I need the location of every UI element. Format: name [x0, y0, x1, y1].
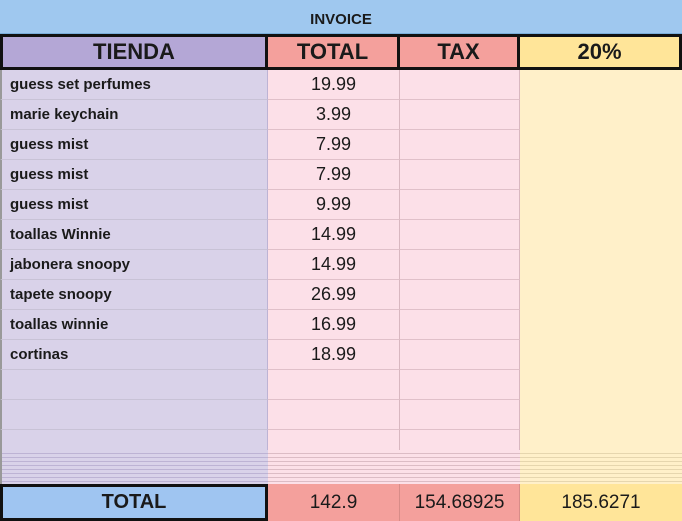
item-name-cell[interactable]: cortinas — [0, 340, 268, 370]
item-total-cell[interactable]: 18.99 — [268, 340, 400, 370]
item-percent-cell[interactable] — [520, 340, 682, 370]
item-percent-cell[interactable] — [520, 220, 682, 250]
hidden-rows-band — [0, 450, 682, 484]
item-tax-cell[interactable] — [400, 370, 520, 400]
item-total-cell[interactable]: 16.99 — [268, 310, 400, 340]
item-total-cell[interactable]: 9.99 — [268, 190, 400, 220]
table-row — [0, 370, 682, 400]
invoice-title-row: INVOICE — [0, 0, 682, 34]
item-total-cell[interactable]: 7.99 — [268, 130, 400, 160]
table-row: guess set perfumes 19.99 — [0, 70, 682, 100]
header-row: TIENDA TOTAL TAX 20% — [0, 34, 682, 70]
item-tax-cell[interactable] — [400, 400, 520, 430]
table-row: jabonera snoopy 14.99 — [0, 250, 682, 280]
item-tax-cell[interactable] — [400, 250, 520, 280]
table-row: guess mist 9.99 — [0, 190, 682, 220]
table-row: toallas Winnie 14.99 — [0, 220, 682, 250]
item-tax-cell[interactable] — [400, 100, 520, 130]
header-total[interactable]: TOTAL — [268, 34, 400, 70]
table-row: cortinas 18.99 — [0, 340, 682, 370]
table-row: marie keychain 3.99 — [0, 100, 682, 130]
item-percent-cell[interactable] — [520, 280, 682, 310]
hidden-rows-tax — [400, 450, 520, 484]
totals-row: TOTAL 142.9 154.68925 185.6271 — [0, 484, 682, 521]
item-total-cell[interactable]: 19.99 — [268, 70, 400, 100]
item-total-cell[interactable]: 26.99 — [268, 280, 400, 310]
table-row: tapete snoopy 26.99 — [0, 280, 682, 310]
item-tax-cell[interactable] — [400, 130, 520, 160]
header-store[interactable]: TIENDA — [0, 34, 268, 70]
table-row — [0, 400, 682, 430]
item-name-cell[interactable] — [0, 370, 268, 400]
hidden-rows-store — [0, 450, 268, 484]
item-tax-cell[interactable] — [400, 220, 520, 250]
item-percent-cell[interactable] — [520, 250, 682, 280]
item-name-cell[interactable]: guess mist — [0, 190, 268, 220]
table-row: guess mist 7.99 — [0, 160, 682, 190]
item-name-cell[interactable]: guess mist — [0, 160, 268, 190]
totals-total[interactable]: 142.9 — [268, 484, 400, 521]
item-percent-cell[interactable] — [520, 370, 682, 400]
hidden-rows-total — [268, 450, 400, 484]
item-tax-cell[interactable] — [400, 280, 520, 310]
item-name-cell[interactable]: jabonera snoopy — [0, 250, 268, 280]
item-percent-cell[interactable] — [520, 130, 682, 160]
item-tax-cell[interactable] — [400, 310, 520, 340]
item-total-cell[interactable] — [268, 400, 400, 430]
item-percent-cell[interactable] — [520, 310, 682, 340]
item-percent-cell[interactable] — [520, 190, 682, 220]
item-name-cell[interactable]: guess mist — [0, 130, 268, 160]
table-row: guess mist 7.99 — [0, 130, 682, 160]
item-percent-cell[interactable] — [520, 100, 682, 130]
invoice-title[interactable]: INVOICE — [310, 11, 372, 28]
item-name-cell[interactable]: marie keychain — [0, 100, 268, 130]
header-percent[interactable]: 20% — [520, 34, 682, 70]
totals-tax[interactable]: 154.68925 — [400, 484, 520, 521]
header-tax[interactable]: TAX — [400, 34, 520, 70]
item-total-cell[interactable]: 14.99 — [268, 250, 400, 280]
item-name-cell[interactable]: guess set perfumes — [0, 70, 268, 100]
item-tax-cell[interactable] — [400, 340, 520, 370]
hidden-rows-percent — [520, 450, 682, 484]
item-name-cell[interactable]: tapete snoopy — [0, 280, 268, 310]
item-name-cell[interactable]: toallas winnie — [0, 310, 268, 340]
item-total-cell[interactable] — [268, 370, 400, 400]
item-percent-cell[interactable] — [520, 70, 682, 100]
item-total-cell[interactable]: 3.99 — [268, 100, 400, 130]
item-name-cell[interactable]: toallas Winnie — [0, 220, 268, 250]
table-row: toallas winnie 16.99 — [0, 310, 682, 340]
item-total-cell[interactable]: 14.99 — [268, 220, 400, 250]
item-tax-cell[interactable] — [400, 160, 520, 190]
item-percent-cell[interactable] — [520, 160, 682, 190]
item-tax-cell[interactable] — [400, 70, 520, 100]
item-total-cell[interactable]: 7.99 — [268, 160, 400, 190]
item-name-cell[interactable] — [0, 400, 268, 430]
item-tax-cell[interactable] — [400, 190, 520, 220]
totals-percent[interactable]: 185.6271 — [520, 484, 682, 521]
item-percent-cell[interactable] — [520, 400, 682, 430]
totals-label[interactable]: TOTAL — [0, 484, 268, 521]
